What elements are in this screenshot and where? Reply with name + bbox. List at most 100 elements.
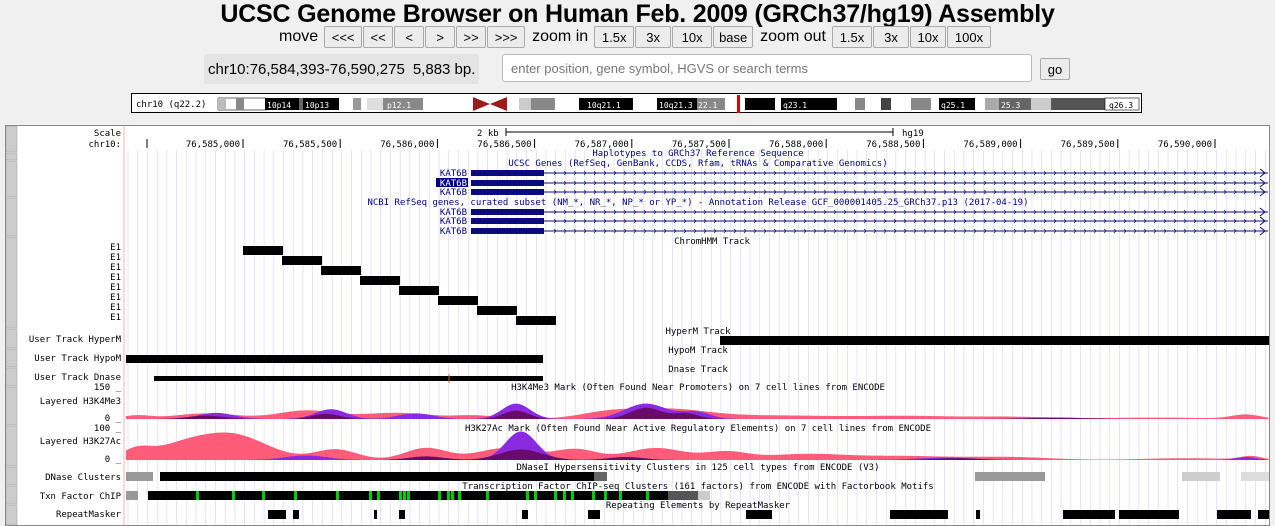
move-far-right-button[interactable]: >>>: [487, 26, 526, 48]
dnase-clusters-features[interactable]: [126, 472, 1269, 481]
strand-arrow: [833, 180, 837, 186]
tf-motif[interactable]: [451, 491, 454, 500]
track-label-dnase-clusters[interactable]: DNase Clusters: [45, 473, 121, 483]
strand-arrow: [1153, 170, 1157, 176]
chromosome-ideogram[interactable]: chr10 (q22.2): [131, 93, 1142, 113]
track-label-hypom[interactable]: User Track HypoM: [34, 354, 121, 364]
track-label-h3k27ac[interactable]: Layered H3K27Ac: [40, 437, 121, 447]
chromhmm-segment[interactable]: [321, 266, 361, 275]
move-step-right-button[interactable]: >: [425, 26, 456, 48]
hypom-feature[interactable]: [126, 355, 543, 363]
tf-motif[interactable]: [336, 491, 339, 500]
tf-motif[interactable]: [604, 491, 607, 500]
zoom-out-3x-button[interactable]: 3x: [872, 26, 909, 48]
zoom-base-button[interactable]: base: [713, 26, 754, 48]
tf-motif[interactable]: [369, 491, 372, 500]
gene-label[interactable]: KAT6B: [440, 208, 467, 218]
h3k4me3-max: 150 _: [94, 383, 122, 393]
tf-motif[interactable]: [646, 491, 649, 500]
chromhmm-segment[interactable]: [516, 316, 556, 325]
gene-exon[interactable]: [471, 228, 544, 234]
move-right-button[interactable]: >>: [456, 26, 487, 48]
position-value[interactable]: chr10:76,584,393-76,590,275: [208, 60, 405, 78]
tf-motif[interactable]: [526, 491, 529, 500]
track-label-dnase[interactable]: User Track Dnase: [34, 373, 121, 383]
strand-arrow: [1153, 189, 1157, 195]
tf-motif[interactable]: [554, 491, 557, 500]
tf-motif[interactable]: [407, 491, 410, 500]
tf-motif[interactable]: [294, 491, 297, 500]
tf-motif[interactable]: [619, 491, 622, 500]
strand-arrow: [963, 209, 967, 215]
move-left-button[interactable]: <<: [363, 26, 394, 48]
track-side-buttons[interactable]: [6, 126, 18, 525]
tf-motif[interactable]: [486, 491, 489, 500]
tf-motif[interactable]: [196, 491, 199, 500]
dnase-feature[interactable]: [154, 376, 543, 381]
strand-arrow: [663, 170, 667, 176]
strand-arrow: [973, 180, 977, 186]
gene-label[interactable]: KAT6B: [440, 188, 467, 198]
h3k27ac-signal[interactable]: [126, 431, 1269, 460]
zoom-out-100x-button[interactable]: 100x: [946, 26, 991, 48]
tf-motif[interactable]: [232, 491, 235, 500]
go-button[interactable]: go: [1040, 58, 1070, 80]
zoom-out-1-5x-button[interactable]: 1.5x: [831, 26, 872, 48]
search-input[interactable]: enter position, gene symbol, HGVS or sea…: [502, 54, 1032, 82]
h3k4me3-signal[interactable]: [126, 403, 1269, 419]
chromhmm-segment[interactable]: [477, 306, 517, 315]
gene-exon[interactable]: [471, 170, 544, 176]
track-label-h3k4me3[interactable]: Layered H3K4Me3: [40, 397, 121, 407]
tf-motif[interactable]: [262, 491, 265, 500]
chromhmm-segment[interactable]: [399, 286, 439, 295]
zoom-in-3x-button[interactable]: 3x: [635, 26, 672, 48]
tf-motif[interactable]: [403, 491, 406, 500]
strand-arrow: [683, 170, 687, 176]
strand-arrow: [1143, 209, 1147, 215]
chromhmm-segment[interactable]: [360, 276, 400, 285]
chromhmm-segment[interactable]: [243, 246, 283, 255]
move-far-left-button[interactable]: <<<: [324, 26, 363, 48]
zoom-in-1-5x-button[interactable]: 1.5x: [594, 26, 635, 48]
tf-motif[interactable]: [377, 491, 380, 500]
repeatmasker-features[interactable]: [268, 510, 1269, 519]
strand-arrow: [1003, 228, 1007, 234]
tf-motif[interactable]: [563, 491, 566, 500]
gene-exon[interactable]: [471, 209, 544, 215]
tf-motif[interactable]: [458, 491, 461, 500]
tf-motif[interactable]: [447, 491, 450, 500]
strand-arrow: [1113, 189, 1117, 195]
track-title-h3k27ac: H3K27Ac Mark (Often Found Near Active Re…: [465, 424, 931, 434]
tf-motif[interactable]: [534, 491, 537, 500]
track-panel[interactable]: Scale chr10: 2 kb hg19 76,585,000 76,585,…: [5, 125, 1270, 526]
gene-exon[interactable]: [471, 218, 544, 224]
hyperm-feature[interactable]: [720, 336, 1269, 345]
strand-arrow: [1253, 170, 1257, 176]
gene-label[interactable]: KAT6B: [440, 227, 467, 237]
gene-label[interactable]: KAT6B: [440, 217, 467, 227]
gene-label[interactable]: KAT6B: [440, 179, 467, 189]
strand-arrow: [583, 180, 587, 186]
gene-exon[interactable]: [471, 180, 544, 186]
ruler-tick-label: 76,585,500: [283, 140, 337, 150]
tf-motif[interactable]: [571, 491, 574, 500]
tf-motif[interactable]: [592, 491, 595, 500]
track-label-repeatmasker[interactable]: RepeatMasker: [56, 510, 122, 520]
strand-arrow: [613, 170, 617, 176]
zoom-out-10x-button[interactable]: 10x: [909, 26, 946, 48]
track-label-hyperm[interactable]: User Track HyperM: [29, 335, 122, 345]
tf-motif[interactable]: [438, 491, 441, 500]
gene-label[interactable]: KAT6B: [440, 169, 467, 179]
track-label-txn-factor[interactable]: Txn Factor ChIP: [40, 492, 122, 502]
strand-arrow: [933, 228, 937, 234]
chromhmm-segment[interactable]: [282, 256, 322, 265]
move-step-left-button[interactable]: <: [394, 26, 425, 48]
zoom-in-10x-button[interactable]: 10x: [672, 26, 713, 48]
txn-factor-features[interactable]: [126, 491, 710, 500]
chromhmm-segment[interactable]: [438, 296, 478, 305]
gene-exon[interactable]: [471, 189, 544, 195]
tf-motif[interactable]: [399, 491, 402, 500]
